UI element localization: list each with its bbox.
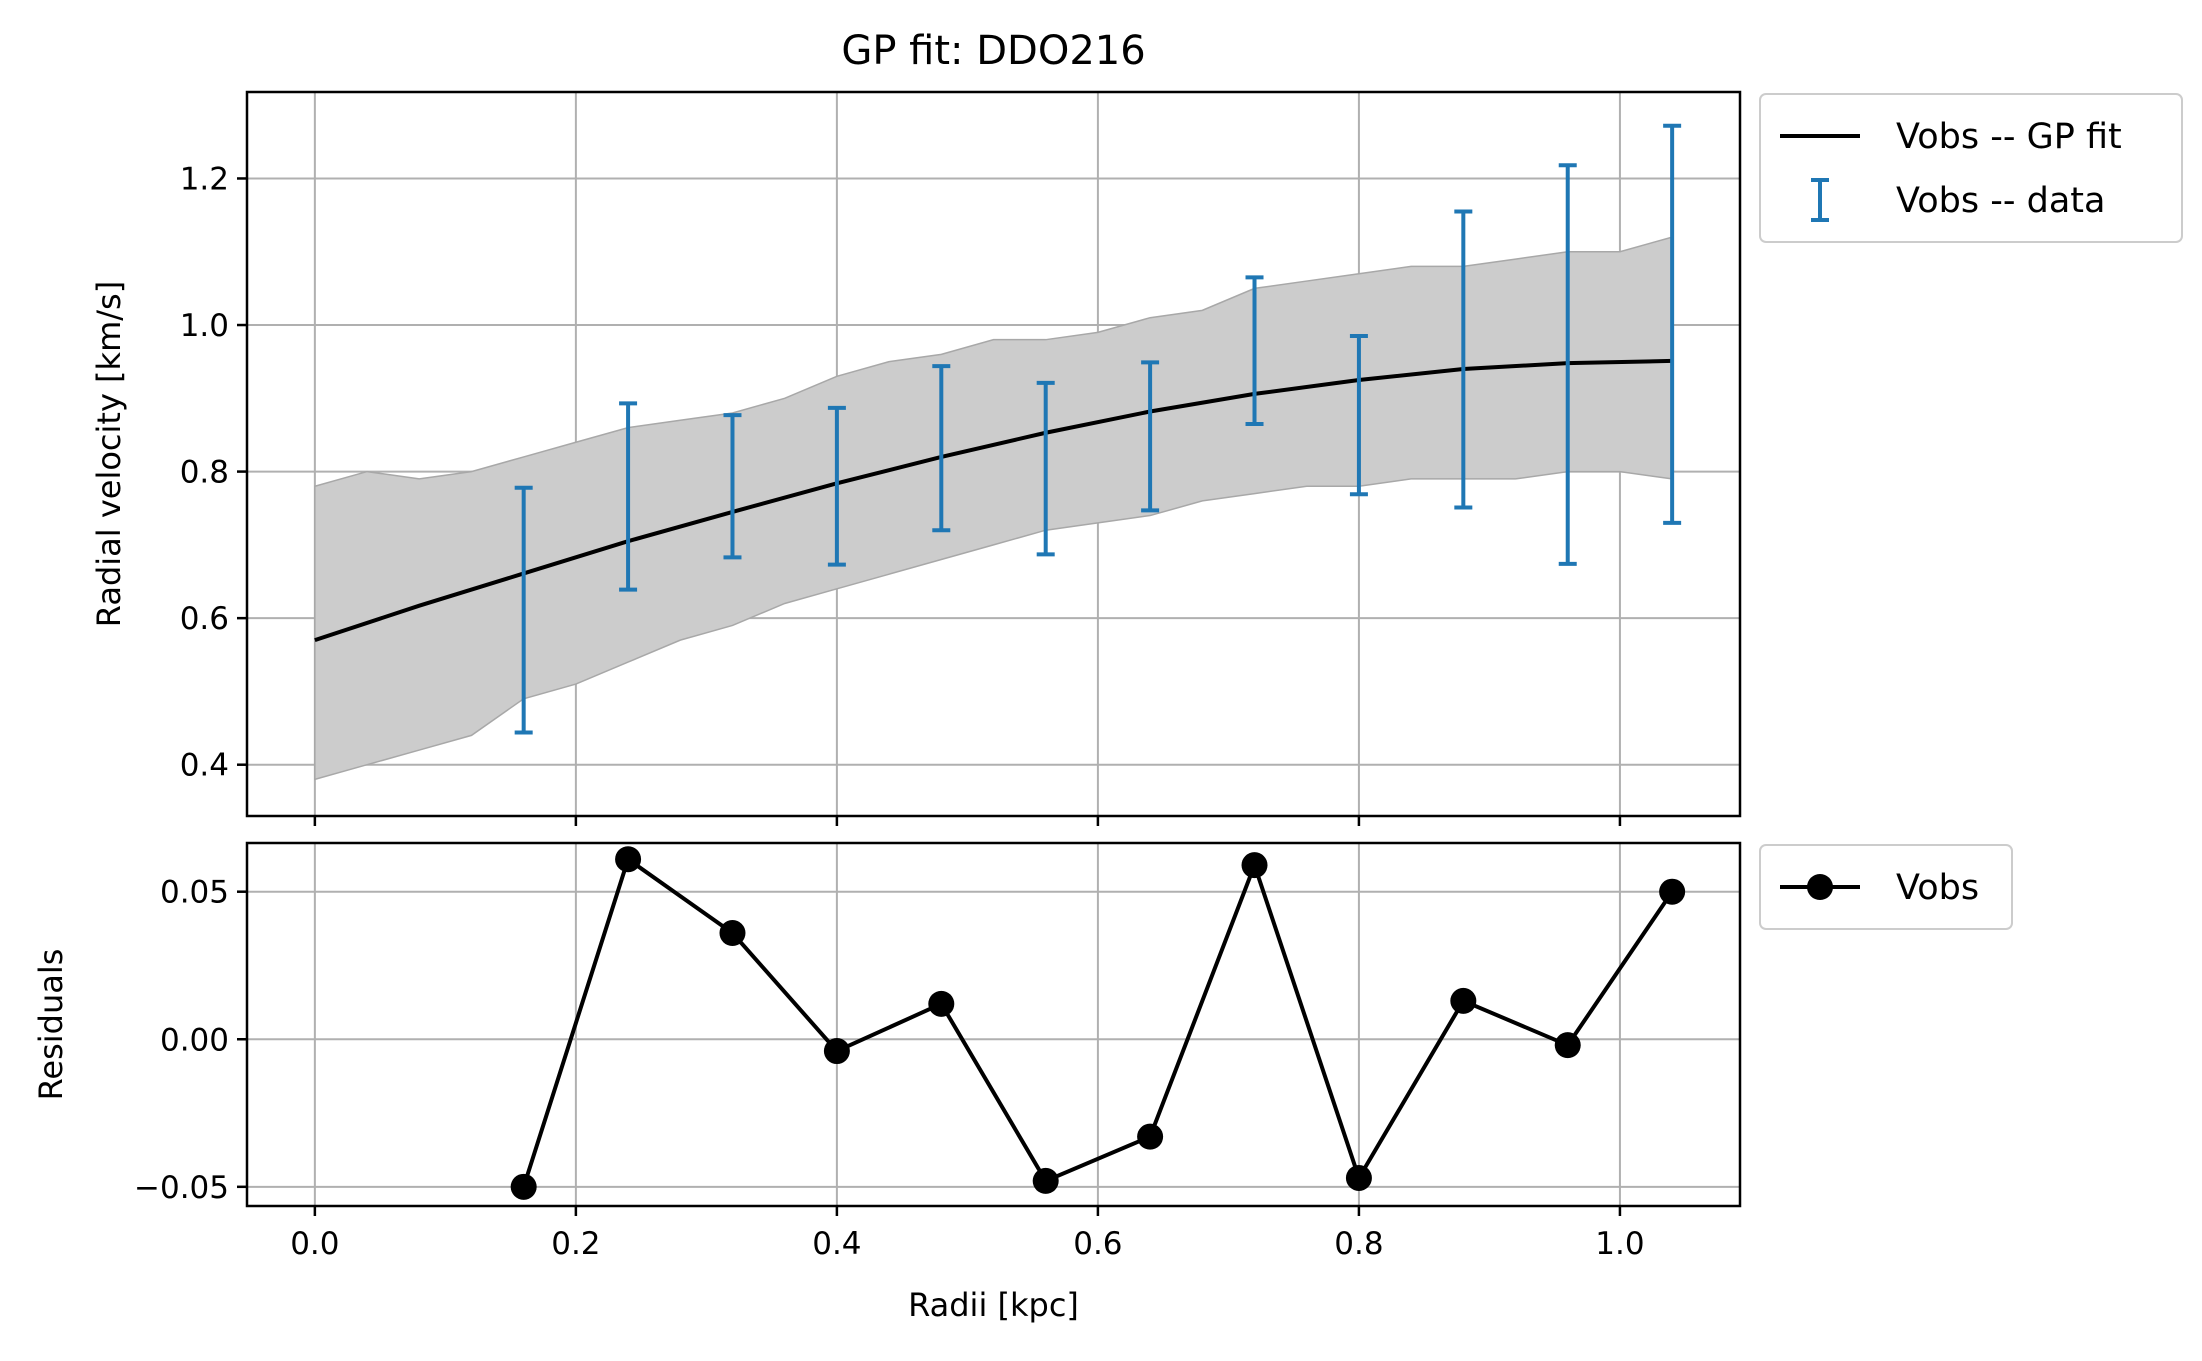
residual-point bbox=[719, 920, 746, 947]
legend-entry-label: Vobs bbox=[1896, 868, 1979, 908]
residual-point bbox=[1241, 852, 1268, 879]
residual-point bbox=[1032, 1167, 1059, 1194]
residual-point bbox=[1554, 1032, 1581, 1059]
series-line bbox=[521, 856, 1674, 1188]
legend-marker-symbol bbox=[1807, 874, 1833, 900]
y-tick-label: 0.4 bbox=[180, 748, 229, 784]
y-tick-label: −0.05 bbox=[134, 1170, 229, 1206]
top-panel: 0.4 0.6 0.8 1.0 1.2 GP fit: DDO216 Radial velo… bbox=[90, 28, 2183, 826]
x-tick-label: 0.0 bbox=[290, 1226, 339, 1262]
residual-point bbox=[1450, 987, 1477, 1014]
y-axis-label: Radial velocity [km/s] bbox=[90, 281, 128, 627]
y-tick-label: 1.2 bbox=[180, 161, 229, 197]
x-tick-label: 1.0 bbox=[1595, 1226, 1644, 1262]
y-axis-label: Residuals bbox=[32, 949, 70, 1101]
x-axis-label: Radii [kpc] bbox=[908, 1286, 1079, 1324]
residual-point bbox=[615, 846, 642, 873]
x-tick-label: 0.4 bbox=[812, 1226, 861, 1262]
legend-entry-label: Vobs -- GP fit bbox=[1896, 117, 2122, 157]
y-tick-label: 0.6 bbox=[180, 601, 229, 637]
series-line bbox=[314, 358, 1673, 643]
axes-frame bbox=[245, 90, 1742, 818]
y-tick-label: 0.05 bbox=[160, 875, 229, 911]
legend-box bbox=[1759, 844, 2013, 930]
x-tick-label: 0.2 bbox=[551, 1226, 600, 1262]
axes-frame bbox=[245, 841, 1742, 1208]
bottom-panel: 0.0 0.2 0.4 0.6 0.8 1.0 −0.05 0.00 0.05 Radii [kp… bbox=[32, 841, 2013, 1324]
residual-point bbox=[823, 1038, 850, 1065]
y-tick-label: 0.8 bbox=[180, 455, 229, 491]
x-tick-label: 0.8 bbox=[1334, 1226, 1383, 1262]
chart-title: GP fit: DDO216 bbox=[841, 28, 1145, 74]
legend-entry-label: Vobs -- data bbox=[1896, 181, 2105, 221]
residual-point bbox=[1345, 1164, 1372, 1191]
legend-box bbox=[1759, 93, 2183, 243]
residual-point bbox=[928, 990, 955, 1017]
residual-point bbox=[1659, 878, 1686, 905]
residual-point bbox=[1137, 1123, 1164, 1150]
y-tick-label: 1.0 bbox=[180, 308, 229, 344]
y-tick-label: 0.00 bbox=[160, 1022, 229, 1058]
x-tick-label: 0.6 bbox=[1073, 1226, 1122, 1262]
residual-point bbox=[510, 1173, 537, 1200]
